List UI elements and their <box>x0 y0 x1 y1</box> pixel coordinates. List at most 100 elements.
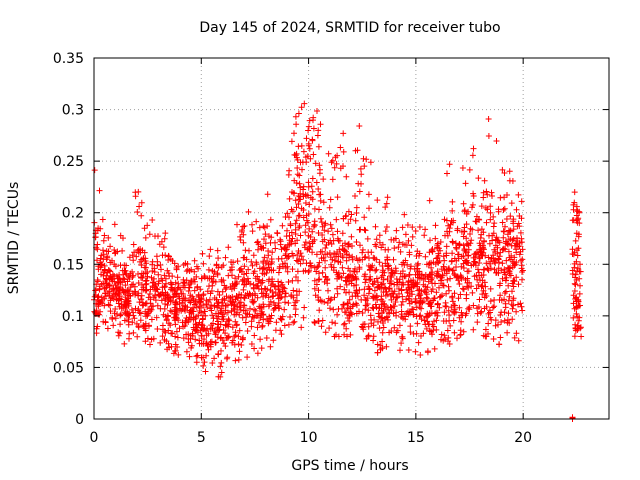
data-point <box>225 244 232 251</box>
data-point <box>513 330 520 337</box>
data-point <box>515 301 521 308</box>
data-point <box>252 275 259 282</box>
data-point <box>355 180 362 187</box>
data-point <box>475 304 482 310</box>
data-point <box>268 267 275 274</box>
data-point <box>226 294 232 301</box>
data-point <box>369 280 376 287</box>
data-point <box>292 113 299 120</box>
data-point <box>205 266 212 273</box>
data-point <box>449 239 456 246</box>
data-point <box>273 319 280 326</box>
data-point <box>373 236 380 243</box>
data-point <box>135 249 142 256</box>
data-point <box>168 286 174 293</box>
data-point <box>325 239 332 246</box>
data-point <box>193 353 200 360</box>
data-point <box>379 298 386 305</box>
data-point <box>517 248 524 255</box>
data-point <box>381 315 388 322</box>
data-point <box>269 249 276 256</box>
data-point <box>398 340 405 347</box>
data-point <box>126 330 133 337</box>
data-point <box>572 321 579 328</box>
data-point <box>218 347 224 354</box>
data-point <box>248 323 255 330</box>
data-point <box>308 183 315 190</box>
y-tick-label: 0.35 <box>53 51 84 67</box>
data-point <box>327 254 334 261</box>
data-point <box>243 278 250 285</box>
data-point <box>146 306 153 313</box>
data-point <box>446 287 452 294</box>
data-point <box>217 307 224 314</box>
data-point <box>473 213 480 220</box>
data-point <box>200 260 207 267</box>
data-point <box>470 326 477 333</box>
data-point <box>345 243 352 250</box>
data-point <box>158 266 164 273</box>
data-point <box>514 235 520 241</box>
data-point <box>518 215 525 222</box>
data-point <box>574 323 581 330</box>
data-point <box>504 329 511 336</box>
data-point <box>574 252 581 259</box>
data-point <box>289 277 296 284</box>
data-point <box>241 263 248 270</box>
data-point <box>456 241 463 248</box>
data-point <box>167 307 174 314</box>
data-point <box>495 208 502 215</box>
data-point <box>275 255 282 262</box>
data-point <box>500 206 507 213</box>
data-point <box>123 271 130 277</box>
data-point <box>394 279 401 286</box>
data-point <box>339 254 346 261</box>
data-point <box>149 217 156 223</box>
data-point <box>282 299 288 306</box>
data-point <box>306 201 313 208</box>
data-point <box>505 282 512 289</box>
data-point <box>294 237 301 244</box>
data-point <box>487 314 494 321</box>
data-point <box>407 329 414 336</box>
data-point <box>292 220 299 227</box>
data-point <box>432 280 438 287</box>
data-point <box>245 208 252 215</box>
data-point <box>398 302 405 308</box>
data-point <box>482 326 489 333</box>
data-point <box>214 288 221 295</box>
data-point <box>288 229 295 236</box>
data-point <box>94 294 101 301</box>
data-point <box>182 303 189 310</box>
data-point <box>328 241 335 247</box>
data-point <box>460 233 467 240</box>
data-point <box>339 264 346 271</box>
data-point <box>334 194 341 201</box>
data-point <box>456 242 463 249</box>
data-point <box>166 273 173 280</box>
data-point <box>356 256 363 263</box>
data-point <box>292 226 299 233</box>
data-point <box>306 225 313 232</box>
data-point <box>166 253 172 260</box>
data-point <box>268 256 275 262</box>
data-point <box>181 284 188 291</box>
data-point <box>320 254 327 261</box>
data-point <box>505 248 512 255</box>
data-point <box>189 332 196 339</box>
data-point <box>249 296 256 303</box>
data-point <box>465 260 472 266</box>
data-point <box>263 335 270 341</box>
data-point <box>490 213 497 220</box>
data-point <box>102 290 109 297</box>
data-point <box>415 274 421 281</box>
data-point <box>291 318 298 325</box>
data-point <box>209 325 216 332</box>
data-point <box>141 249 148 256</box>
data-point <box>268 260 275 267</box>
data-point <box>434 240 441 247</box>
data-point <box>298 205 305 212</box>
data-point <box>406 272 413 278</box>
data-point <box>292 197 299 204</box>
data-point <box>376 239 383 246</box>
